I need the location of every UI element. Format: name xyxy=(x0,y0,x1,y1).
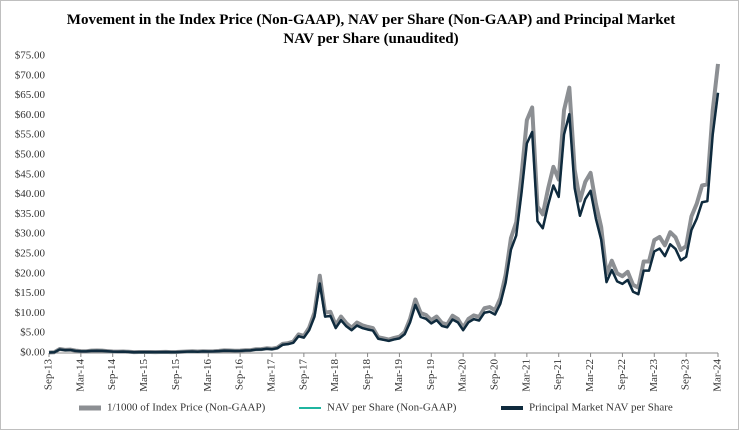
y-tick-label: $60.00 xyxy=(15,109,46,121)
y-tick-label: $20.00 xyxy=(15,267,46,279)
series-line xyxy=(48,92,719,354)
y-tick-label: $65.00 xyxy=(15,89,46,101)
y-tick-label: $40.00 xyxy=(15,188,46,200)
x-tick-label: Sep-17 xyxy=(297,359,309,391)
x-tick-label: Sep-19 xyxy=(425,359,437,391)
x-tick-label: Sep-18 xyxy=(361,359,373,391)
x-tick-label: Sep-21 xyxy=(552,359,564,390)
y-tick-label: $30.00 xyxy=(15,228,46,240)
y-tick-label: $45.00 xyxy=(15,168,46,180)
x-tick-label: Sep-20 xyxy=(489,359,501,391)
x-tick-label: Sep-16 xyxy=(234,359,246,391)
x-tick-label: Mar-24 xyxy=(712,359,724,392)
x-tick-label: Mar-14 xyxy=(74,359,86,392)
series-line xyxy=(48,92,720,354)
x-tick-label: Mar-17 xyxy=(266,359,278,392)
y-tick-label: $75.00 xyxy=(15,50,46,62)
legend-label: Principal Market NAV per Share xyxy=(529,402,673,414)
x-tick-label: Mar-18 xyxy=(329,359,341,392)
x-tick-label: Mar-16 xyxy=(202,359,214,392)
y-tick-label: $5.00 xyxy=(20,327,45,339)
chart-title: Movement in the Index Price (Non-GAAP), … xyxy=(66,12,676,47)
legend-label: 1/1000 of Index Price (Non-GAAP) xyxy=(107,402,266,414)
x-tick-label: Sep-14 xyxy=(106,359,118,391)
x-tick-label: Sep-15 xyxy=(170,359,182,391)
x-tick-label: Sep-22 xyxy=(616,359,628,390)
y-tick-label: $15.00 xyxy=(15,287,46,299)
x-tick-label: Mar-21 xyxy=(520,359,532,392)
y-tick-label: $35.00 xyxy=(15,208,46,220)
x-tick-label: Mar-20 xyxy=(457,359,469,392)
x-tick-label: Mar-15 xyxy=(138,359,150,392)
y-tick-label: $55.00 xyxy=(15,129,46,141)
legend-label: NAV per Share (Non-GAAP) xyxy=(327,402,457,414)
x-tick-label: Sep-13 xyxy=(43,359,55,391)
x-tick-label: Mar-19 xyxy=(393,359,405,392)
y-tick-label: $50.00 xyxy=(15,149,46,161)
y-tick-label: $10.00 xyxy=(15,307,46,319)
series-line xyxy=(48,63,720,355)
x-tick-label: Sep-23 xyxy=(680,359,692,391)
x-tick-label: Mar-22 xyxy=(584,359,596,392)
x-tick-label: Mar-23 xyxy=(648,359,660,392)
y-tick-label: $0.00 xyxy=(20,347,45,359)
y-tick-label: $25.00 xyxy=(15,248,46,260)
y-tick-label: $70.00 xyxy=(15,69,46,81)
